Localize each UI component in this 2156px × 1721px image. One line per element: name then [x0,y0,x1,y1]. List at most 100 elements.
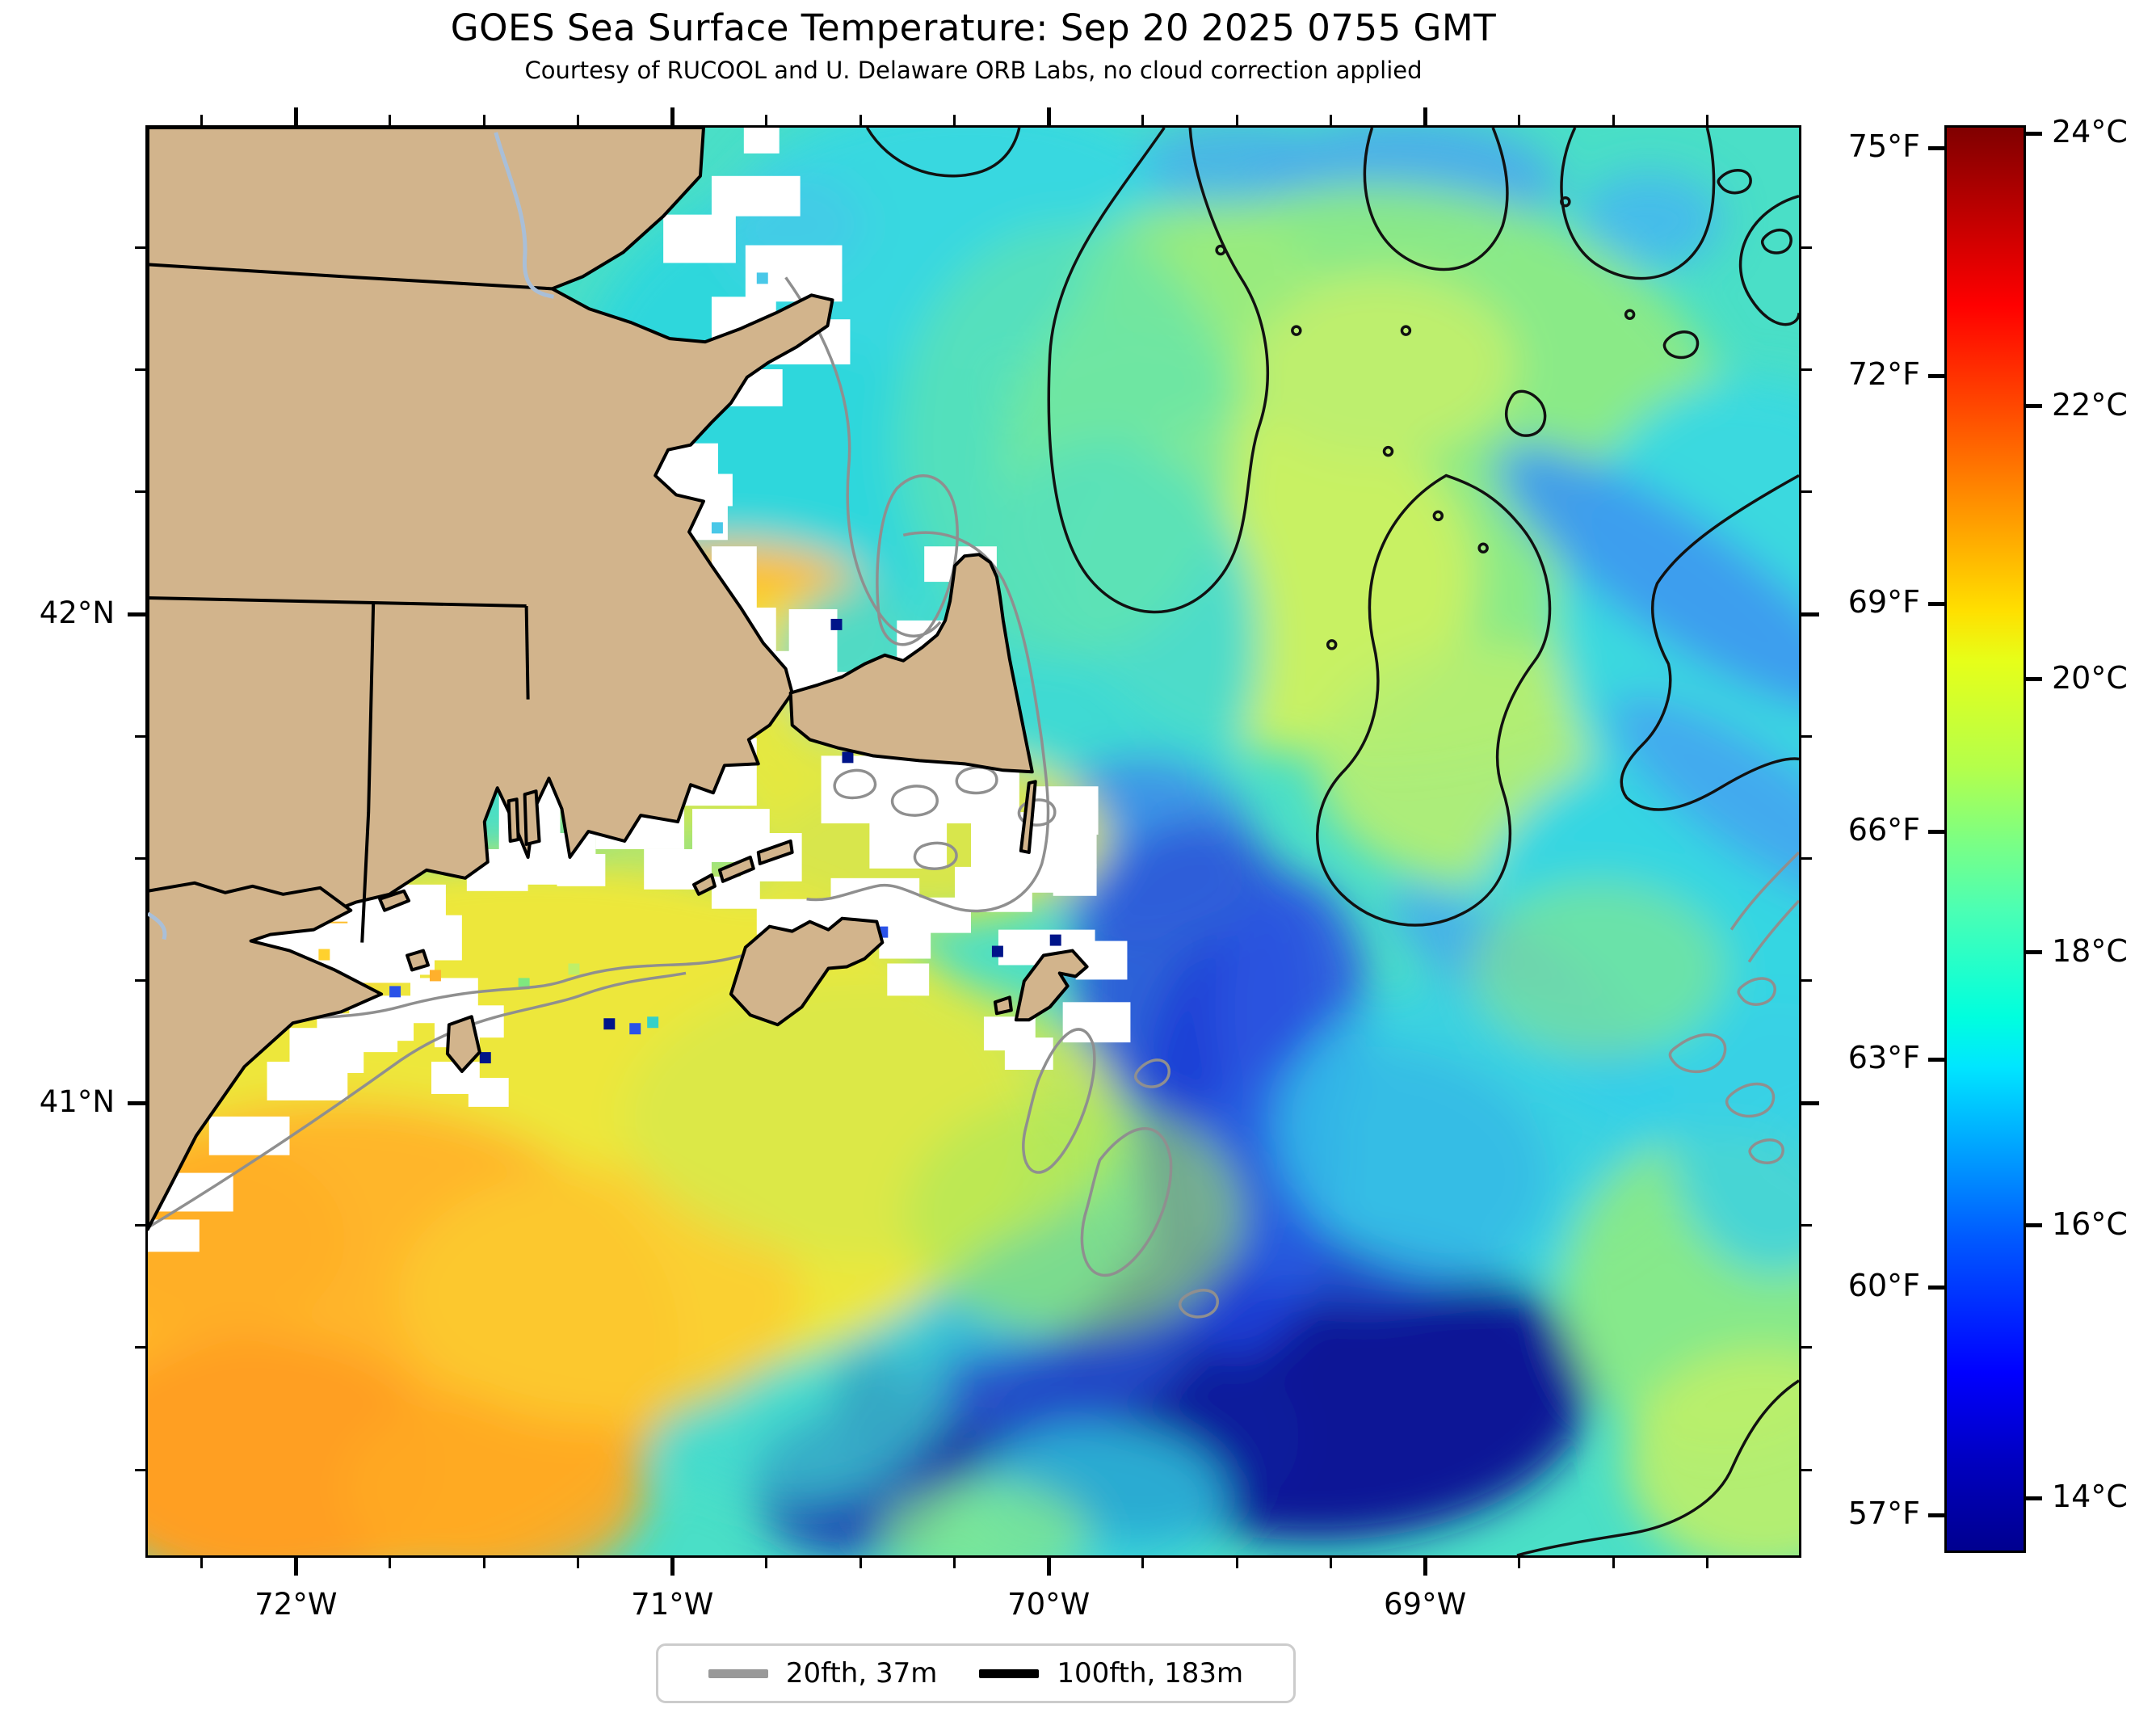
colorbar-c-label: 20°C [2052,659,2128,696]
x-tick-label: 72°W [254,1587,338,1622]
depth-contour-legend: 20fth, 37m 100fth, 183m [656,1643,1296,1703]
axis-tick [1612,115,1615,125]
figure-subtitle: Courtesy of RUCOOL and U. Delaware ORB L… [524,57,1423,84]
axis-tick [1928,1057,1944,1062]
axis-tick [2026,950,2042,955]
colorbar-c-label: 16°C [2052,1206,2128,1242]
aquidneck-island [523,789,541,846]
axis-tick [1801,1468,1812,1471]
axis-tick [1801,1100,1819,1105]
axis-tick [1928,1285,1944,1290]
tuckernuck-island [993,995,1013,1016]
bay-island [506,797,520,843]
axis-tick [135,857,145,860]
axis-tick [577,115,580,125]
axis-tick [1801,368,1812,372]
axis-tick [389,115,392,125]
axis-tick [1801,857,1812,860]
legend-label: 100fth, 183m [1057,1657,1244,1689]
axis-tick [1423,107,1427,125]
map-area [145,125,1801,1558]
gardiners-island [406,949,430,972]
axis-tick [953,1558,956,1568]
legend-item-100fathom: 100fth, 183m [979,1657,1243,1689]
axis-tick [135,1224,145,1227]
axis-tick [859,1558,862,1568]
axis-tick [1928,145,1944,150]
axis-tick [1801,612,1819,616]
axis-tick [1928,373,1944,378]
black-contour-swatch [979,1668,1040,1678]
axis-tick [128,612,145,616]
monomoy-island [1019,780,1037,854]
rivers [148,132,554,940]
colorbar-c-label: 24°C [2052,114,2128,150]
axis-tick [1801,979,1812,983]
long-island [148,881,384,1231]
colorbar-f-label: 63°F [1847,1040,1920,1076]
state-borders [148,263,553,943]
axis-tick [670,1558,675,1576]
colorbar-f-label: 72°F [1847,356,1920,393]
axis-tick [1801,734,1812,738]
x-tick-label: 70°W [1007,1587,1091,1622]
axis-tick [1801,1224,1812,1227]
nantucket-island [1014,949,1089,1022]
y-tick-label: 41°N [39,1084,115,1120]
colorbar-c-label: 18°C [2052,932,2128,969]
axis-tick [1612,1558,1615,1568]
axis-tick [135,246,145,249]
axis-tick [135,490,145,494]
axis-tick [577,1558,580,1568]
marthas-vineyard [729,916,885,1027]
axis-tick [135,1346,145,1349]
x-tick-label: 71°W [631,1587,714,1622]
colorbar-c-label: 22°C [2052,386,2128,423]
figure-title: GOES Sea Surface Temperature: Sep 20 202… [450,6,1497,49]
axis-tick [2026,1496,2042,1500]
elizabeth-islands [717,855,755,883]
land [148,128,1089,1231]
axis-tick [135,979,145,983]
elizabeth-islands [692,873,717,896]
axis-tick [293,107,298,125]
cape-cod [788,553,1034,774]
axis-tick [1928,1513,1944,1517]
colorbar-f-label: 57°F [1847,1496,1920,1531]
axis-tick [389,1558,392,1568]
axis-tick [482,115,485,125]
axis-tick [1423,1558,1427,1576]
axis-tick [1928,829,1944,834]
axis-tick [2026,677,2042,682]
mainland-new-england [148,128,834,948]
colorbar-f-label: 75°F [1847,128,1920,165]
colorbar-c-label: 14°C [2052,1479,2128,1515]
colorbar-f-label: 69°F [1847,584,1920,621]
axis-tick [1235,1558,1238,1568]
axis-tick [1046,107,1051,125]
colorbar [1944,125,2026,1553]
axis-tick [1141,1558,1145,1568]
axis-tick [1141,115,1145,125]
colorbar-f-label: 66°F [1847,812,1920,848]
axis-tick [1235,115,1238,125]
axis-tick [2026,1223,2042,1228]
axis-tick [1046,1558,1051,1576]
x-tick-label: 69°W [1383,1587,1467,1622]
axis-tick [1801,1346,1812,1349]
legend-item-20fathom: 20fth, 37m [708,1657,937,1689]
axis-tick [859,115,862,125]
axis-tick [670,107,675,125]
plum-island [378,889,411,912]
axis-tick [1706,115,1709,125]
axis-tick [765,1558,768,1568]
axis-tick [482,1558,485,1568]
axis-tick [293,1558,298,1576]
colorbar-f-label: 60°F [1847,1268,1920,1304]
axis-tick [2026,404,2042,409]
axis-tick [765,115,768,125]
axis-tick [2026,131,2042,136]
axis-tick [135,734,145,738]
axis-tick [200,1558,204,1568]
